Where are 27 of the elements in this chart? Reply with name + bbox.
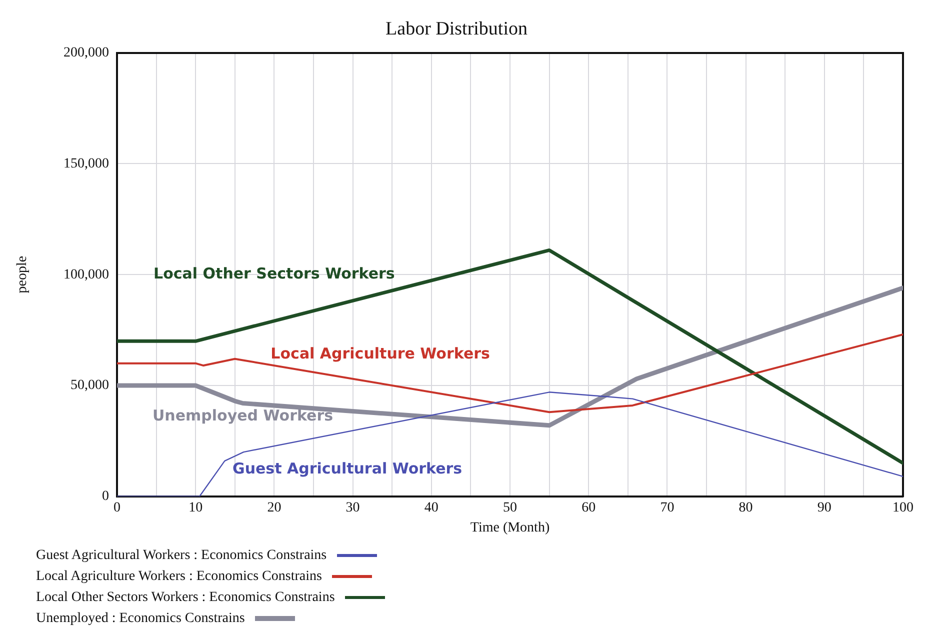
x-tick-label: 50: [503, 500, 517, 516]
y-tick-label: 150,000: [64, 156, 109, 172]
y-tick-label: 0: [102, 489, 109, 504]
x-tick-label: 10: [188, 500, 203, 516]
x-tick-label: 100: [892, 500, 914, 516]
chart-title: Labor Distribution: [386, 18, 528, 40]
legend-label: Local Agriculture Workers : Economics Constrains: [36, 568, 322, 584]
legend-label: Local Other Sectors Workers : Economics Constrains: [36, 590, 335, 606]
x-tick-label: 20: [267, 500, 282, 516]
y-axis-title: people: [15, 256, 30, 294]
x-tick-label: 80: [738, 500, 753, 516]
x-tick-label: 0: [114, 500, 120, 516]
x-axis-title: Time (Month): [470, 520, 550, 536]
y-tick-label: 50,000: [70, 378, 109, 394]
y-tick-label: 200,000: [64, 45, 109, 60]
annotation: Local Other Sectors Workers: [154, 264, 395, 282]
annotation: Unemployed Workers: [152, 406, 334, 424]
x-tick-label: 70: [660, 500, 674, 516]
x-tick-label: 60: [582, 500, 596, 516]
legend-label: Guest Agricultural Workers : Economics Constrains: [36, 548, 327, 564]
legend-label: Unemployed : Economics Constrains: [36, 610, 245, 626]
x-tick-label: 40: [424, 500, 438, 516]
annotation: Local Agriculture Workers: [270, 344, 490, 362]
annotation: Guest Agricultural Workers: [232, 460, 462, 478]
y-tick-label: 100,000: [64, 267, 109, 282]
x-tick-label: 90: [817, 500, 832, 516]
x-tick-label: 30: [346, 500, 360, 516]
